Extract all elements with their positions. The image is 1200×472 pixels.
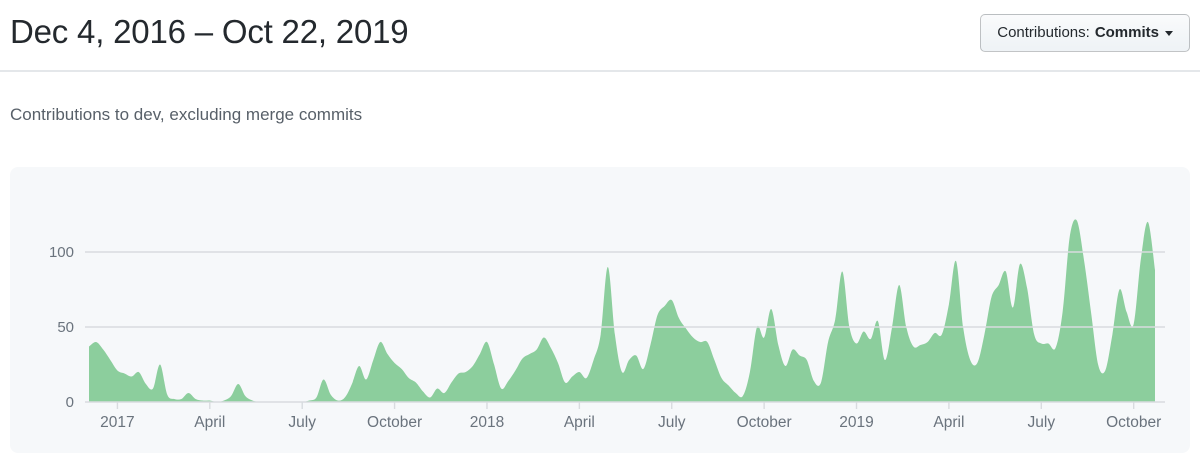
y-axis-label-50: 50 (57, 319, 74, 336)
x-axis-label-July: July (288, 414, 316, 431)
y-axis-label-100: 100 (49, 244, 74, 261)
contributions-dropdown-button[interactable]: Contributions: Commits (980, 14, 1190, 52)
x-axis-label-July: July (658, 414, 686, 431)
y-axis-label-0: 0 (66, 394, 74, 411)
page-header: Dec 4, 2016 – Oct 22, 2019 Contributions… (0, 0, 1200, 52)
contributions-button-prefix: Contributions: (997, 24, 1090, 41)
x-axis-label-2017: 2017 (100, 414, 134, 431)
x-axis-label-April: April (564, 414, 595, 431)
contributions-area-chart[interactable]: 0 50 100 2017 April July October 2018 April July O… (10, 167, 1190, 453)
x-axis-label-July: July (1028, 414, 1056, 431)
contributions-button-value: Commits (1094, 24, 1159, 41)
x-axis-label-2018: 2018 (470, 414, 504, 431)
x-axis-label-October: October (367, 414, 422, 431)
x-axis-label-October: October (1106, 414, 1161, 431)
x-axis-label-October: October (737, 414, 792, 431)
x-axis-label-2019: 2019 (839, 414, 873, 431)
header-divider (0, 70, 1200, 72)
page-title: Dec 4, 2016 – Oct 22, 2019 (10, 13, 409, 50)
x-axis-label-April: April (194, 414, 225, 431)
x-axis-label-April: April (933, 414, 964, 431)
chevron-down-icon (1165, 30, 1173, 36)
commits-area-path (89, 219, 1155, 402)
contributions-graph-panel: 0 50 100 2017 April July October 2018 April July O… (10, 167, 1190, 453)
chart-subtitle: Contributions to dev, excluding merge co… (10, 105, 363, 124)
